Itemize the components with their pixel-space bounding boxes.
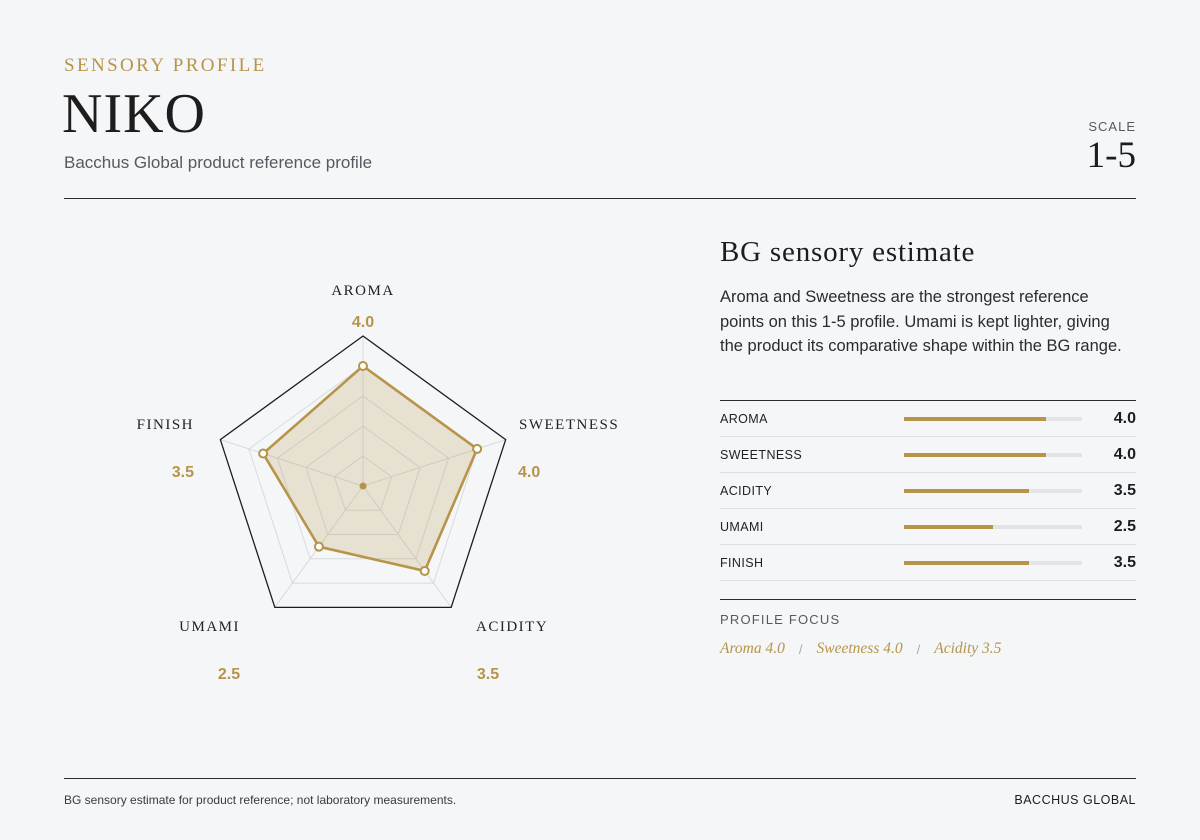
metric-bar-fill <box>904 524 993 529</box>
radar-spoke <box>362 439 506 487</box>
metric-value: 4.0 <box>1113 445 1136 463</box>
focus-divider <box>720 599 1136 600</box>
radar-spoke <box>220 439 364 487</box>
profile-focus-label: PROFILE FOCUS <box>720 612 841 627</box>
footer-divider <box>64 778 1136 779</box>
metric-value: 3.5 <box>1113 553 1136 571</box>
focus-separator: / <box>798 641 803 657</box>
footer-note: BG sensory estimate for product referenc… <box>64 793 457 807</box>
header-divider <box>64 198 1136 199</box>
panel-description: Aroma and Sweetness are the strongest re… <box>720 288 1122 355</box>
eyebrow-label: SENSORY PROFILE <box>64 55 267 76</box>
radar-point <box>258 448 269 459</box>
metric-row: UMAMI 2.5 <box>720 509 1136 545</box>
panel-title: BG sensory estimate <box>720 236 976 268</box>
focus-separator: / <box>916 641 921 657</box>
metric-row: ACIDITY 3.5 <box>720 473 1136 509</box>
metric-list: AROMA 4.0 SWEETNESS 4.0 ACIDITY 3.5 UMAMI 2.5 FI… <box>720 400 1136 581</box>
radar-value-label: 4.0 <box>518 464 540 481</box>
metric-name: AROMA <box>720 411 768 426</box>
focus-item: Sweetness 4.0 <box>816 640 903 657</box>
metric-bar-track <box>904 560 1082 565</box>
metric-bar-fill <box>904 452 1047 457</box>
focus-item: Aroma 4.0 <box>720 640 785 657</box>
radar-point <box>472 443 483 454</box>
radar-grid-ring <box>333 455 393 511</box>
radar-value-label: 3.5 <box>477 666 499 683</box>
radar-axis-label: FINISH <box>137 417 194 433</box>
metric-value: 4.0 <box>1113 409 1136 427</box>
radar-chart: AROMA 4.0 SWEETNESS 4.0 ACIDITY 3.5 UMAMI 2.5 FI… <box>137 283 619 683</box>
radar-value-label: 4.0 <box>352 314 374 331</box>
radar-spoke <box>362 485 452 608</box>
radar-point <box>419 565 430 576</box>
profile-focus-list: Aroma 4.0 / Sweetness 4.0 / Acidity 3.5 <box>720 640 1001 658</box>
metric-name: FINISH <box>720 555 764 570</box>
radar-axis-label: SWEETNESS <box>519 417 619 433</box>
metric-row: SWEETNESS 4.0 <box>720 437 1136 473</box>
radar-outline <box>219 335 507 609</box>
radar-series-area <box>261 364 479 573</box>
page-subtitle: Bacchus Global product reference profile <box>64 153 373 172</box>
metric-name: ACIDITY <box>720 483 773 498</box>
metric-bar-track <box>904 452 1082 457</box>
radar-point <box>313 541 324 552</box>
metric-bar-track <box>904 488 1082 493</box>
metric-bar-track <box>904 524 1082 529</box>
radar-value-label: 2.5 <box>218 666 240 683</box>
metric-row: AROMA 4.0 <box>720 401 1136 437</box>
scale-value: 1-5 <box>1086 135 1136 176</box>
radar-axis-label: AROMA <box>331 283 394 299</box>
radar-grid-ring <box>276 395 450 560</box>
metric-name: SWEETNESS <box>720 447 803 462</box>
metric-value: 2.5 <box>1113 517 1136 535</box>
metric-bar-track <box>904 416 1082 421</box>
radar-value-label: 3.5 <box>172 464 194 481</box>
radar-grid-ring <box>305 425 421 536</box>
footer-brand: BACCHUS GLOBAL <box>1014 793 1136 807</box>
metric-row: FINISH 3.5 <box>720 545 1136 581</box>
metric-name: UMAMI <box>720 519 764 534</box>
radar-center-dot <box>359 482 367 490</box>
focus-item: Acidity 3.5 <box>934 640 1002 657</box>
metric-value: 3.5 <box>1113 481 1136 499</box>
radar-point <box>358 361 368 371</box>
radar-axis-label: UMAMI <box>179 619 240 635</box>
metric-bar-fill <box>904 560 1029 565</box>
metric-bar-fill <box>904 488 1029 493</box>
radar-axis-label: ACIDITY <box>476 619 548 635</box>
scale-label: SCALE <box>1088 119 1136 134</box>
page-title: NIKO <box>62 83 206 145</box>
metric-bar-fill <box>904 416 1047 421</box>
